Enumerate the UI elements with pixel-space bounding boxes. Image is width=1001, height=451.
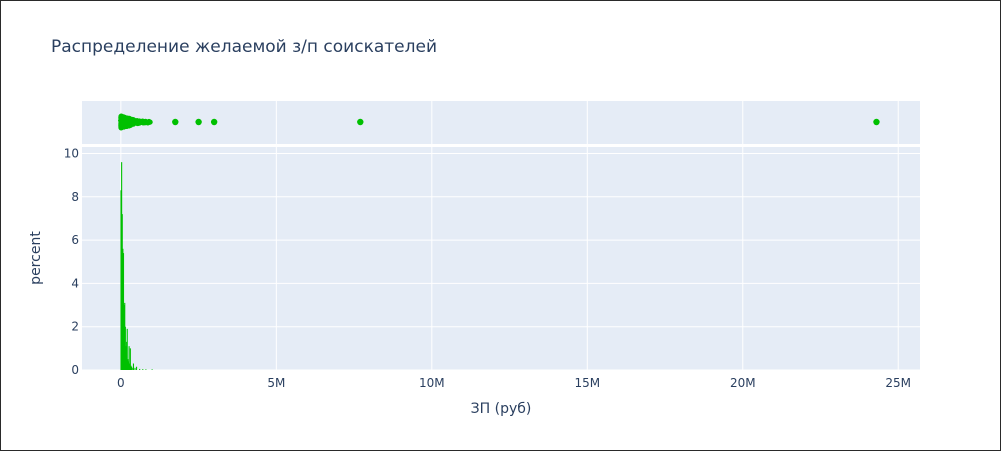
strip-point <box>142 119 148 125</box>
strip-point <box>119 119 125 125</box>
chart-title: Распределение желаемой з/п соискателей <box>51 37 437 57</box>
histogram-bars <box>120 162 153 370</box>
x-tick-label: 25M <box>885 376 911 390</box>
histogram-grid <box>82 147 920 371</box>
y-tick-label: 6 <box>71 233 79 247</box>
strip-point <box>127 117 133 123</box>
histogram-bar <box>123 305 125 370</box>
y-tick-label: 8 <box>71 190 79 204</box>
histogram-bar <box>126 341 128 370</box>
x-axis-title: ЗП (руб) <box>471 401 532 417</box>
y-axis-ticks: 0 2 4 6 8 10 <box>64 146 79 377</box>
histogram-bar <box>130 365 132 370</box>
histogram-bar <box>122 248 124 370</box>
strip-point <box>138 119 144 125</box>
histogram-bar <box>131 366 133 370</box>
histogram-bar <box>125 346 127 370</box>
strip-outlier-point <box>357 118 364 126</box>
x-tick-label: 15M <box>574 376 600 390</box>
x-tick-label: 20M <box>730 376 756 390</box>
histogram-bar <box>131 367 133 370</box>
x-tick-label: 0 <box>117 376 125 390</box>
x-tick-label: 10M <box>419 376 445 390</box>
histogram-bar <box>120 190 122 370</box>
x-axis-ticks: 0 5M 10M 15M 20M 25M <box>117 376 911 390</box>
histogram-bar <box>127 361 130 370</box>
histogram-bar <box>124 326 126 370</box>
y-axis-title: percent <box>28 231 44 285</box>
histogram-bar <box>145 369 147 370</box>
strip-grid <box>120 101 899 144</box>
histogram-bar <box>128 346 130 370</box>
histogram-bar <box>127 359 129 370</box>
x-tick-label: 5M <box>267 376 285 390</box>
histogram-plot-area <box>82 147 920 370</box>
histogram-bar <box>124 302 126 370</box>
strip-point <box>146 119 153 125</box>
histogram-bar <box>151 369 153 370</box>
y-tick-label: 10 <box>64 146 79 160</box>
strip-outlier-point <box>210 118 218 126</box>
histogram-bar <box>126 328 128 370</box>
strip-plot-area <box>82 101 920 144</box>
histogram-bar <box>121 162 123 370</box>
histogram-bar <box>132 363 135 370</box>
histogram-bar <box>129 363 131 370</box>
strip-outlier-point <box>195 118 202 126</box>
histogram-bar <box>142 369 144 370</box>
histogram-bar <box>129 348 131 370</box>
histogram-bar <box>121 214 123 370</box>
histogram-bar <box>139 368 141 370</box>
histogram-bar <box>122 253 125 370</box>
histogram-bar <box>134 367 136 370</box>
y-tick-label: 2 <box>71 320 79 334</box>
strip-outlier-point <box>172 118 179 126</box>
histogram-bar <box>136 366 138 370</box>
strip-point <box>121 124 127 130</box>
strip-outlier-point <box>873 118 880 126</box>
y-tick-label: 4 <box>71 276 79 290</box>
y-tick-label: 0 <box>71 363 79 377</box>
strip-points <box>118 113 880 131</box>
